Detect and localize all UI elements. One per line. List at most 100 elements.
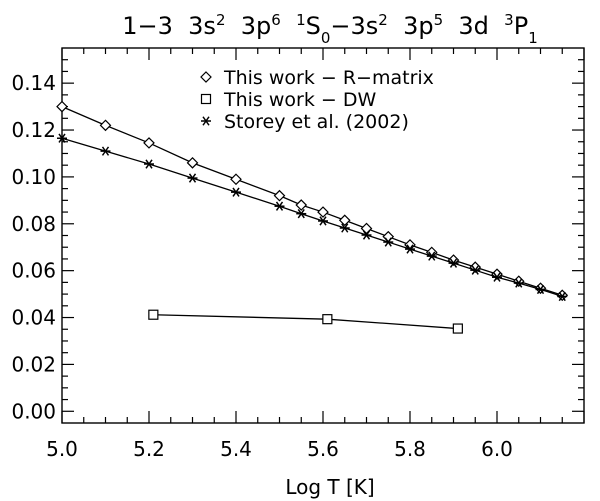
asterisk-stroke xyxy=(493,272,501,282)
asterisk-stroke xyxy=(515,278,523,288)
data-point-diamond xyxy=(317,206,329,218)
data-point-diamond xyxy=(295,199,308,211)
legend-label: This work − DW xyxy=(223,89,376,111)
asterisk-stroke xyxy=(384,237,392,247)
data-point-asterisk xyxy=(318,216,328,226)
data-point-asterisk xyxy=(361,230,372,240)
asterisk-stroke xyxy=(536,284,545,295)
data-point-asterisk xyxy=(513,278,524,288)
data-point-diamond xyxy=(360,222,373,235)
data-point-asterisk xyxy=(296,209,307,219)
title-segment xyxy=(281,12,296,40)
data-point-asterisk xyxy=(448,258,459,268)
asterisk-stroke xyxy=(101,146,110,156)
data-point-asterisk xyxy=(426,251,437,261)
asterisk-stroke xyxy=(449,258,458,268)
data-point-asterisk xyxy=(187,173,198,183)
axes: 5.0 5.2 5.4 5.6 5.8 6.0 0.00 0.02 0.04 0.06 0.08 0.… xyxy=(11,48,585,461)
title-segment: P xyxy=(514,12,528,40)
data-point-asterisk xyxy=(57,133,67,143)
data-point-asterisk xyxy=(100,146,111,156)
title-segment: 0 xyxy=(321,29,331,47)
data-point-diamond xyxy=(382,230,395,243)
data-point-asterisk xyxy=(144,159,154,169)
title-segment: −3s xyxy=(330,12,378,40)
data-point-asterisk xyxy=(557,291,568,302)
data-point-diamond xyxy=(338,214,351,227)
x-tick-label: 5.0 xyxy=(46,437,78,461)
legend-label: This work − R−matrix xyxy=(223,67,434,89)
y-tick-label: 0.00 xyxy=(11,399,56,423)
data-point-asterisk xyxy=(339,223,350,233)
x-tick-label: 5.6 xyxy=(307,437,339,461)
series-line xyxy=(61,105,563,296)
title-segment: 3p xyxy=(225,12,271,40)
title-segment: S xyxy=(306,12,321,40)
data-point-square xyxy=(452,323,463,334)
data-point-diamond xyxy=(186,156,199,169)
asterisk-stroke xyxy=(428,251,436,261)
asterisk-stroke xyxy=(202,116,210,126)
title-segment: 3p xyxy=(388,12,434,40)
asterisk-stroke xyxy=(145,159,153,169)
title-segment: 3 xyxy=(504,11,514,29)
title-segment: 2 xyxy=(216,11,226,29)
data-point-diamond xyxy=(491,268,503,281)
data-point-asterisk xyxy=(535,284,546,295)
asterisk-stroke xyxy=(188,173,197,183)
data-point-asterisk xyxy=(201,116,211,126)
y-tick-label: 0.14 xyxy=(11,71,56,95)
data-point-diamond xyxy=(469,261,482,273)
data-point-diamond xyxy=(230,173,242,186)
asterisk-stroke xyxy=(297,209,305,219)
data-point-asterisk xyxy=(470,265,481,275)
title-segment: 1−3 3s xyxy=(122,12,216,40)
series-line xyxy=(153,314,458,330)
asterisk-stroke xyxy=(232,187,240,197)
data-point-square xyxy=(148,309,159,320)
y-tick-label: 0.08 xyxy=(11,212,56,236)
y-tick-label: 0.04 xyxy=(11,306,56,330)
title-segment: 6 xyxy=(271,11,281,29)
data-point-square xyxy=(200,93,212,105)
y-tick-label: 0.02 xyxy=(11,352,56,376)
asterisk-stroke xyxy=(319,216,327,226)
y-tick-label: 0.12 xyxy=(11,118,56,142)
legend-label: Storey et al. (2002) xyxy=(224,111,409,133)
x-tick-label: 5.2 xyxy=(133,437,165,461)
y-tick-label: 0.06 xyxy=(11,259,56,283)
title-segment: 2 xyxy=(378,11,388,29)
data-point-diamond xyxy=(200,71,212,83)
y-tick-label: 0.10 xyxy=(11,165,56,189)
data-point-asterisk xyxy=(274,201,285,211)
data-point-diamond xyxy=(143,137,155,149)
title-segment: 1 xyxy=(528,29,538,47)
chart-title: 1−3 3s2 3p6 1S0−3s2 3p5 3d 3P1 xyxy=(122,11,538,47)
asterisk-stroke xyxy=(558,291,566,302)
asterisk-stroke xyxy=(58,133,66,143)
asterisk-stroke xyxy=(341,223,349,233)
asterisk-stroke xyxy=(471,265,479,275)
title-segment: 5 xyxy=(434,11,444,29)
asterisk-stroke xyxy=(275,201,284,211)
data-point-asterisk xyxy=(492,272,502,282)
data-point-asterisk xyxy=(405,244,415,254)
data-point-diamond xyxy=(99,119,112,132)
asterisk-stroke xyxy=(362,230,371,240)
x-tick-label: 5.4 xyxy=(220,437,252,461)
series-group xyxy=(56,100,569,334)
data-point-square xyxy=(322,314,333,325)
title-segment: 1 xyxy=(296,11,306,29)
x-tick-label: 5.8 xyxy=(394,437,426,461)
data-point-diamond xyxy=(273,189,286,202)
asterisk-stroke xyxy=(406,244,414,254)
data-point-asterisk xyxy=(231,187,241,197)
series-line xyxy=(61,137,563,298)
data-point-diamond xyxy=(56,100,68,113)
x-tick-label: 6.0 xyxy=(481,437,513,461)
data-point-asterisk xyxy=(383,237,394,247)
title-segment: 3d xyxy=(443,12,504,40)
